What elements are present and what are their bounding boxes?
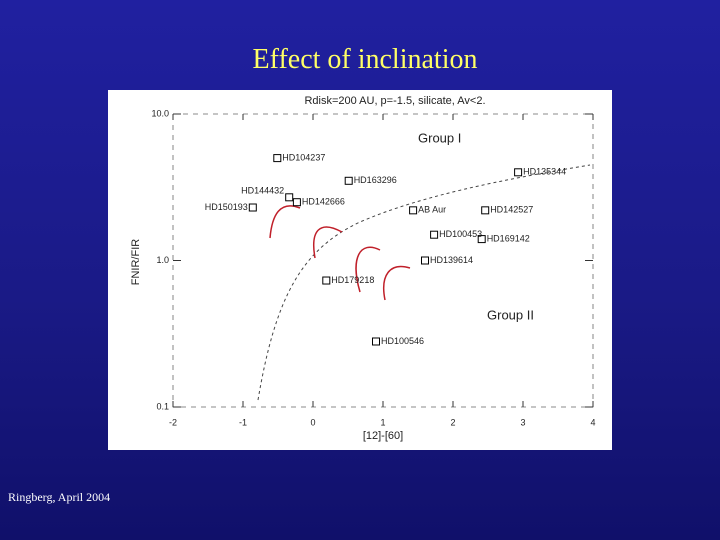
x-tick-label: 2 <box>450 417 455 427</box>
point <box>409 206 418 215</box>
point <box>372 337 380 346</box>
point-label: HD144432 <box>241 186 284 196</box>
x-tick-label: 1 <box>380 417 385 427</box>
x-tick-label: 4 <box>590 417 595 427</box>
divider-curve <box>257 164 591 401</box>
point-label: HD104237 <box>282 152 325 162</box>
x-tick-label: 3 <box>520 417 525 427</box>
point <box>285 193 294 202</box>
point <box>248 203 257 212</box>
slide-title: Effect of inclination <box>252 44 478 75</box>
y-axis-label: FNIR/FIR <box>130 239 142 285</box>
point-label: HD100546 <box>381 336 424 346</box>
point-label: HD142527 <box>490 205 533 215</box>
chart-background <box>108 90 612 450</box>
x-tick-label: -2 <box>169 417 177 427</box>
point-label: HD169142 <box>487 233 530 243</box>
point <box>292 198 301 207</box>
y-tick-label: 10.0 <box>151 108 169 118</box>
annotation: Group II <box>487 307 534 322</box>
footer: Ringberg, April 2004 <box>8 490 111 504</box>
point-label: HD139614 <box>430 255 473 265</box>
chart-title: Rdisk=200 AU, p=-1.5, silicate, Av<2. <box>304 95 485 107</box>
point <box>514 168 523 177</box>
x-tick-label: -1 <box>239 417 247 427</box>
red-arrows <box>269 205 411 301</box>
point <box>273 154 282 163</box>
point-label: HD142666 <box>302 197 345 207</box>
y-tick-label: 0.1 <box>156 401 169 411</box>
point-label: HD100453 <box>439 229 482 239</box>
point-label: HD179218 <box>331 275 374 285</box>
y-tick-label: 1.0 <box>156 255 169 265</box>
annotation: Group I <box>418 130 461 145</box>
point-label: HD150193 <box>205 202 248 212</box>
point <box>477 235 486 244</box>
point-label: HD135344 <box>523 167 566 177</box>
point <box>344 176 353 185</box>
point <box>322 276 331 285</box>
x-tick-label: 0 <box>310 417 315 427</box>
point <box>481 206 490 215</box>
point-label: AB Aur <box>418 205 446 215</box>
x-axis-label: [12]-[60] <box>363 430 403 442</box>
point <box>421 256 429 265</box>
point <box>430 230 439 239</box>
point-label: HD163296 <box>354 175 397 185</box>
